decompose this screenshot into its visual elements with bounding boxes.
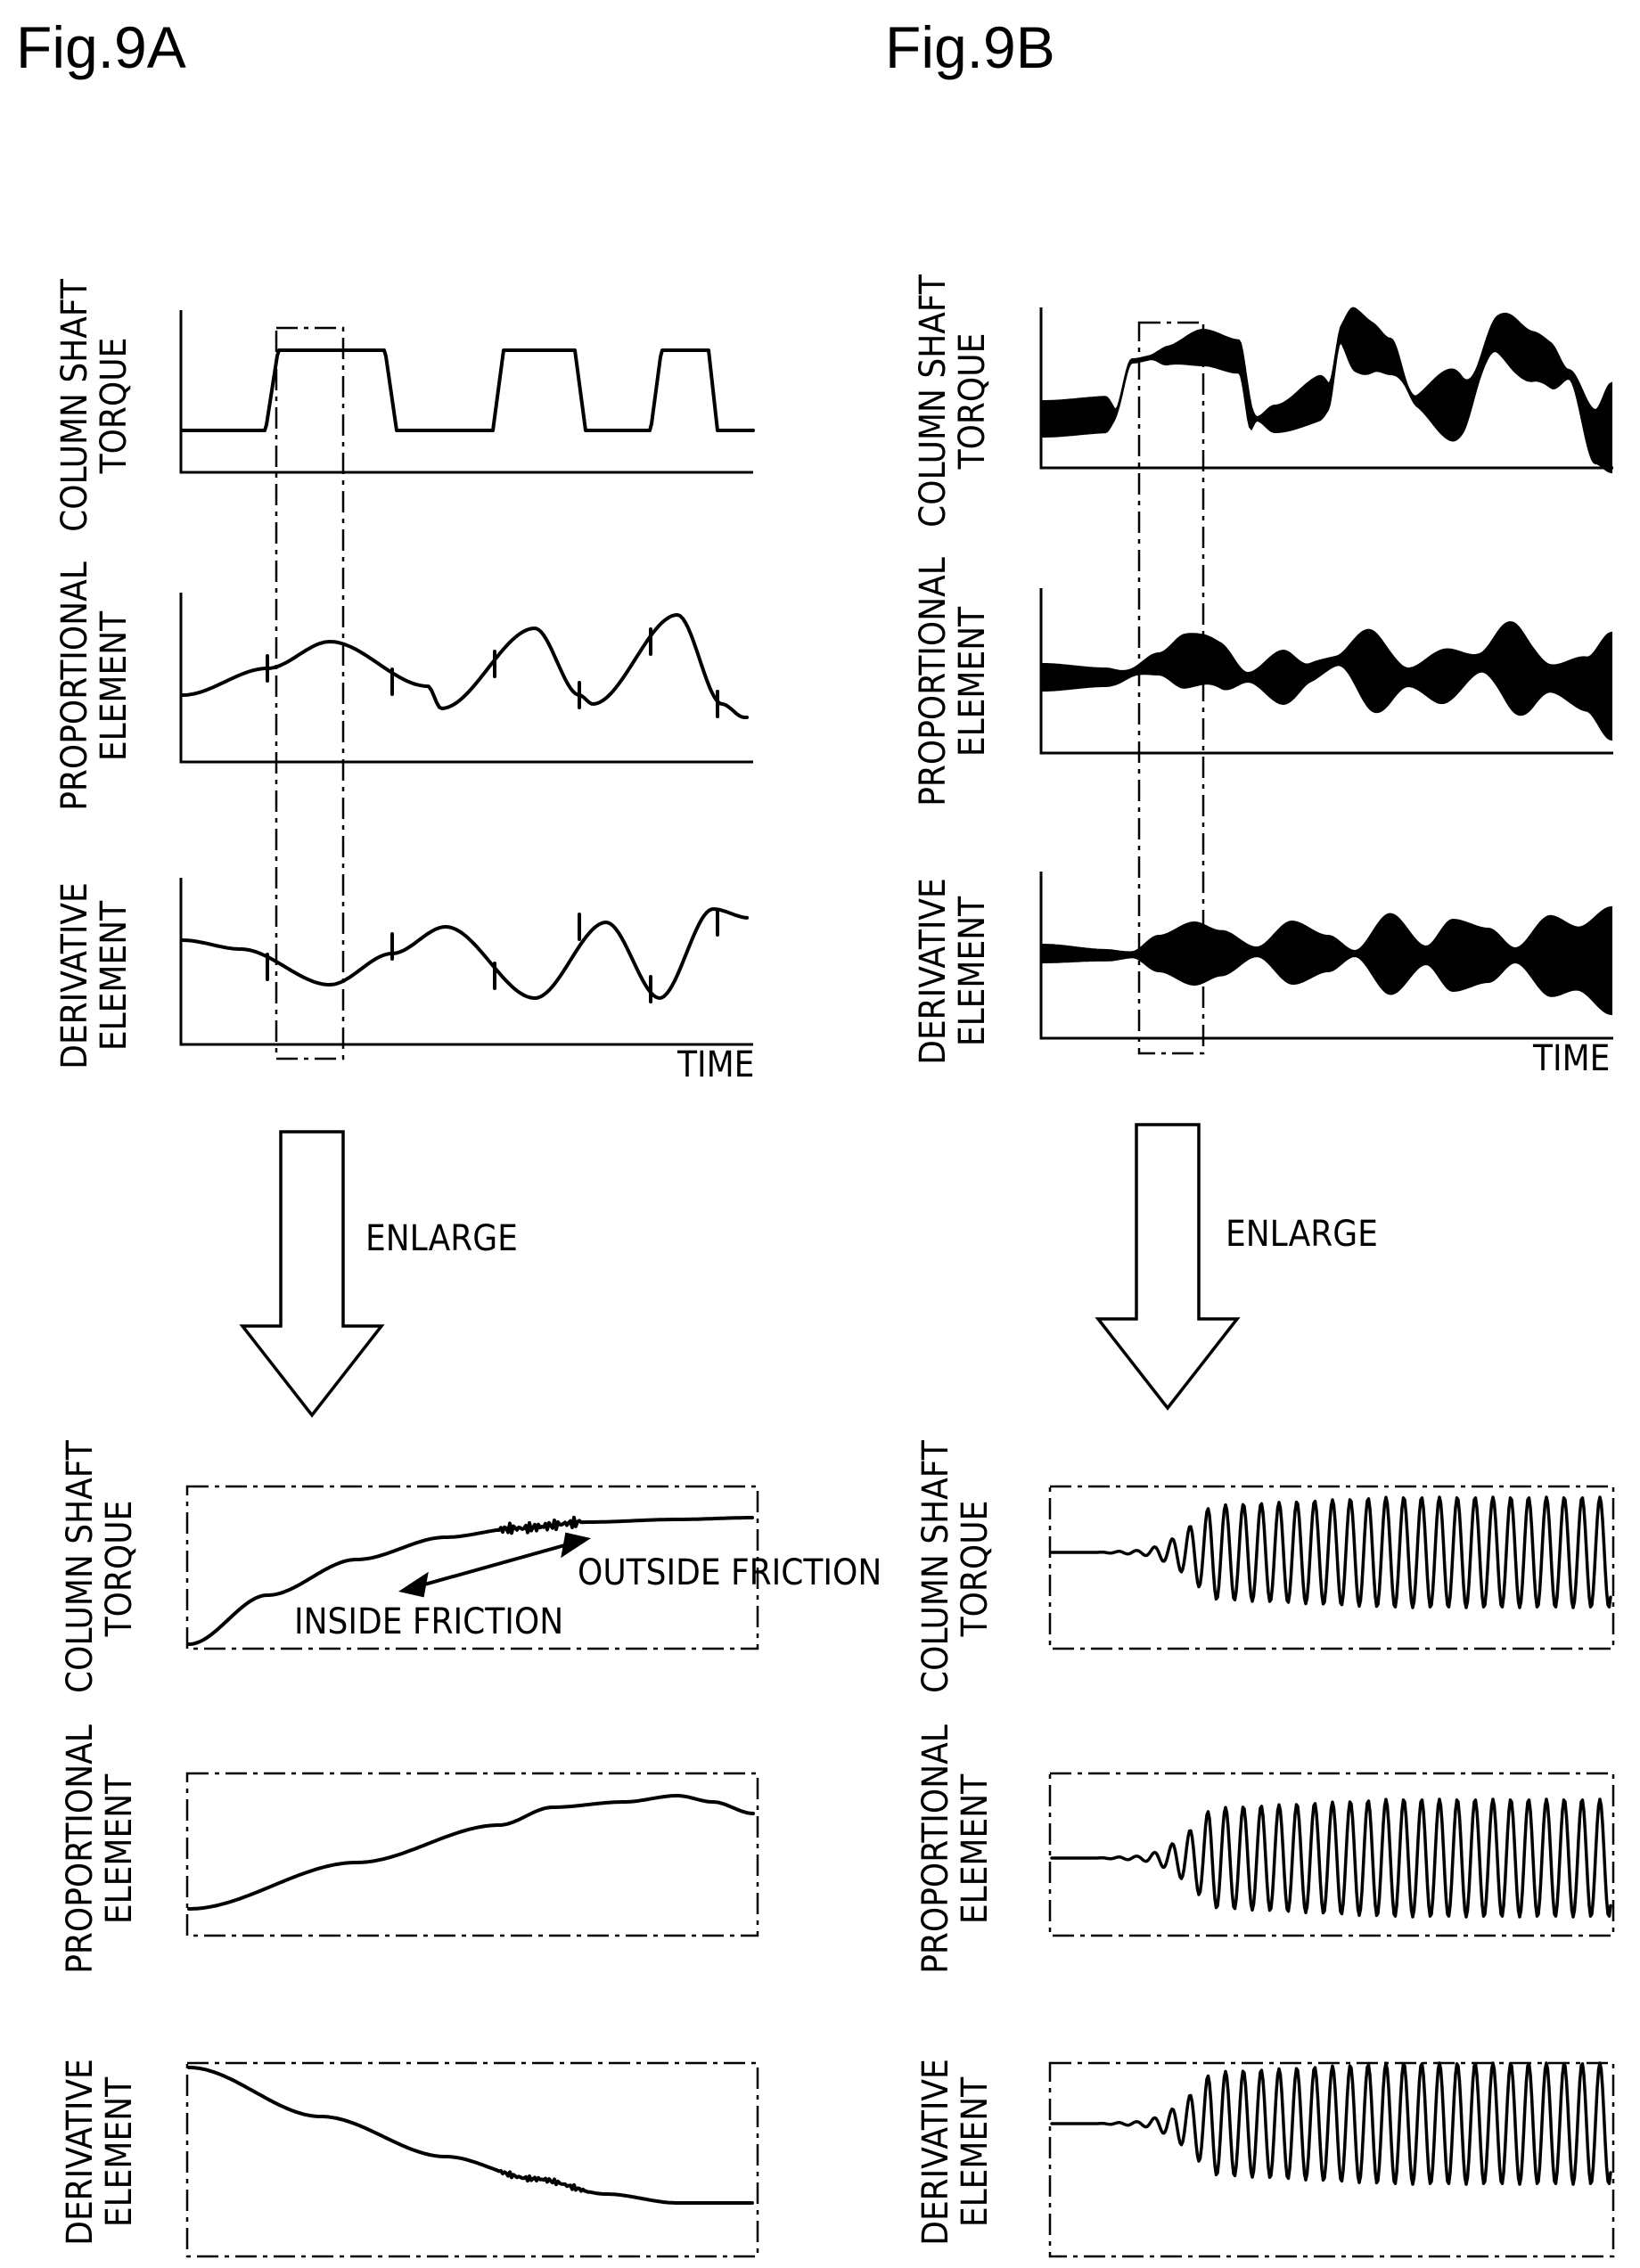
b-enlarged-proportional-oscillation — [1050, 1797, 1612, 1919]
b-proportional-envelope — [1042, 621, 1612, 741]
a-overview-torque-line1: COLUMN SHAFT — [54, 279, 95, 532]
b-torque-axes — [1039, 307, 1613, 470]
a-overview-proportional-line1: PROPORTIONAL — [54, 561, 95, 811]
b-enlarged-torque-line2: TORQUE — [955, 1500, 996, 1637]
b-enlarged-proportional-line1: PROPORTIONAL — [915, 1724, 956, 1974]
b-enlarged-torque-line1: COLUMN SHAFT — [915, 1440, 956, 1693]
a-enlarged-derivative-label: DERIVATIVE ELEMENT — [60, 2036, 140, 2268]
a-enlarged-proportional-line2: ELEMENT — [99, 1773, 140, 1925]
b-enlarged-proportional-label: PROPORTIONAL ELEMENT — [915, 1715, 996, 1983]
a-friction-arrow-head-right — [561, 1532, 592, 1559]
a-enlarged-derivative-curve — [187, 2066, 754, 2205]
b-enlarged-derivative-label: DERIVATIVE ELEMENT — [915, 2036, 996, 2268]
a-overview-derivative-line1: DERIVATIVE — [54, 882, 95, 1069]
b-enlarged-derivative-line1: DERIVATIVE — [915, 2059, 956, 2246]
a-enlarged-proportional-frame — [185, 1772, 759, 1937]
b-overview-proportional-line2: ELEMENT — [952, 606, 993, 757]
b-overview-derivative-line1: DERIVATIVE — [913, 878, 954, 1065]
a-enlarged-torque-frame — [185, 1485, 759, 1650]
a-overview-proportional-line2: ELEMENT — [94, 610, 135, 762]
a-derivative-axes — [179, 878, 753, 1046]
a-enlarged-derivative-line1: DERIVATIVE — [60, 2059, 101, 2246]
b-time-label: TIME — [1533, 1038, 1611, 1079]
b-overview-proportional-line1: PROPORTIONAL — [913, 557, 954, 806]
a-enlarged-proportional-curve — [187, 1794, 755, 1911]
b-overview-derivative-label: DERIVATIVE ELEMENT — [913, 838, 993, 1105]
a-outside-friction-label: OUTSIDE FRICTION — [578, 1552, 882, 1593]
b-enlarge-arrow — [1095, 1123, 1241, 1411]
b-enlarged-torque-label: COLUMN SHAFT TORQUE — [915, 1440, 996, 1693]
b-enlarged-torque-oscillation — [1050, 1495, 1612, 1609]
a-overview-torque-label: COLUMN SHAFT TORQUE — [54, 267, 135, 544]
b-enlarged-derivative-frame — [1048, 2061, 1615, 2258]
b-enlarged-derivative-line2: ELEMENT — [955, 2076, 996, 2228]
b-overview-torque-line1: COLUMN SHAFT — [913, 274, 954, 528]
a-friction-arrow-line — [411, 1540, 578, 1590]
a-enlarged-derivative-line2: ELEMENT — [99, 2076, 140, 2228]
a-enlarged-derivative-frame — [185, 2061, 759, 2258]
a-enlarge-label: ENLARGE — [365, 1218, 518, 1259]
a-time-label: TIME — [677, 1044, 755, 1085]
b-overview-torque-label: COLUMN SHAFT TORQUE — [913, 263, 993, 539]
fig-9a-title: Fig.9A — [16, 14, 186, 80]
a-overview-derivative-label: DERIVATIVE ELEMENT — [54, 842, 135, 1109]
fig-9b-title: Fig.9B — [885, 14, 1055, 80]
a-enlarge-arrow — [239, 1130, 385, 1418]
b-enlarged-proportional-frame — [1048, 1772, 1615, 1937]
a-proportional-axes — [179, 593, 753, 764]
b-overview-derivative-line2: ELEMENT — [952, 896, 993, 1047]
b-enlarged-torque-frame — [1048, 1485, 1615, 1650]
a-enlarged-proportional-label: PROPORTIONAL ELEMENT — [60, 1715, 140, 1983]
b-derivative-axes — [1039, 872, 1613, 1040]
b-zoom-region — [1137, 321, 1205, 1055]
b-overview-torque-line2: TORQUE — [952, 332, 993, 470]
a-zoom-region — [275, 326, 345, 1060]
b-enlarge-label: ENLARGE — [1226, 1214, 1378, 1255]
a-proportional-curve — [181, 613, 749, 719]
a-derivative-curve — [181, 907, 749, 1000]
a-overview-torque-line2: TORQUE — [94, 337, 135, 474]
a-enlarged-proportional-line1: PROPORTIONAL — [60, 1724, 101, 1974]
a-enlarged-torque-curve — [187, 1515, 754, 1646]
a-torque-axes — [179, 310, 753, 474]
b-enlarged-derivative-oscillation — [1050, 2061, 1612, 2186]
b-torque-envelope — [1042, 307, 1612, 474]
a-friction-arrow-head-left — [398, 1571, 429, 1598]
a-enlarged-torque-line2: TORQUE — [99, 1500, 140, 1637]
a-torque-curve — [181, 348, 755, 432]
a-overview-derivative-line2: ELEMENT — [94, 900, 135, 1052]
a-inside-friction-label: INSIDE FRICTION — [294, 1601, 564, 1642]
a-overview-proportional-label: PROPORTIONAL ELEMENT — [54, 544, 135, 829]
a-enlarged-torque-label: COLUMN SHAFT TORQUE — [60, 1440, 140, 1693]
a-enlarged-torque-line1: COLUMN SHAFT — [60, 1440, 101, 1693]
b-enlarged-proportional-line2: ELEMENT — [955, 1773, 996, 1925]
b-proportional-axes — [1039, 588, 1613, 755]
b-overview-proportional-label: PROPORTIONAL ELEMENT — [913, 539, 993, 824]
b-derivative-envelope — [1042, 905, 1612, 1016]
